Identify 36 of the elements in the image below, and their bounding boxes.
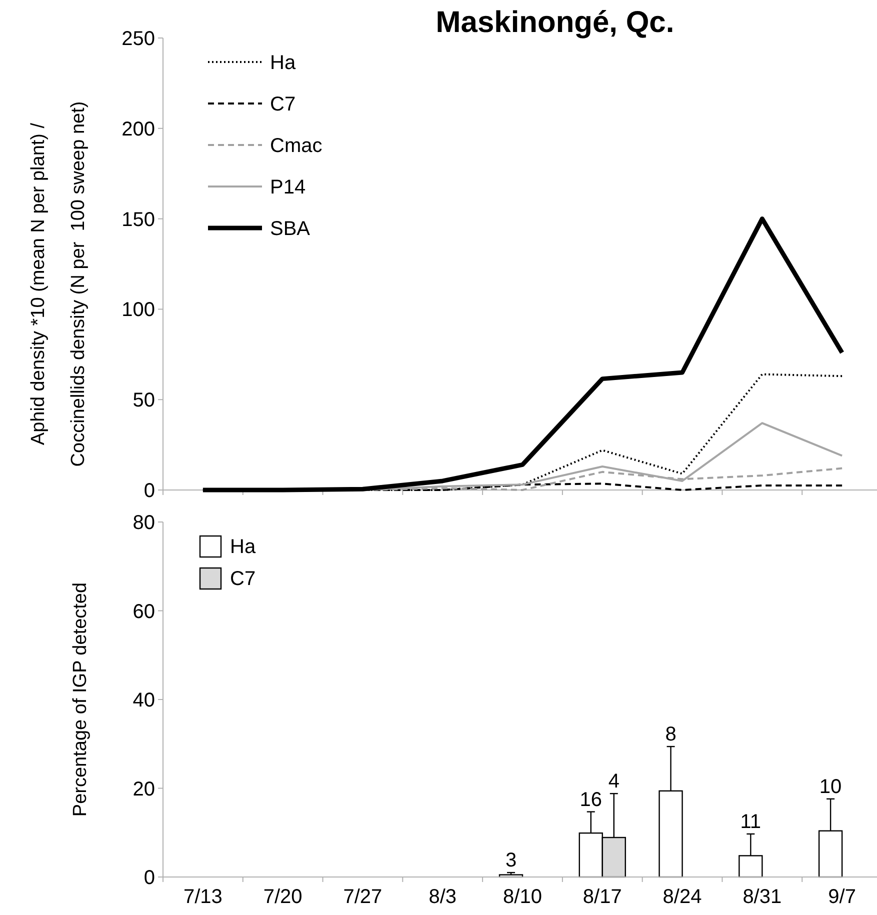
y-tick-label: 200	[122, 118, 155, 140]
x-tick-label: 7/27	[343, 886, 382, 908]
x-tick-label: 8/17	[582, 886, 622, 908]
annotation: 3	[505, 850, 517, 872]
annotation: 4	[608, 770, 620, 793]
chart-title: Maskinongé, Qc.	[436, 6, 674, 39]
legend-label: SBA	[270, 218, 311, 240]
y-axis-title: Percentage of IGP detected	[70, 582, 91, 817]
x-tick-label: 7/20	[263, 886, 302, 908]
legend-label: C7	[230, 568, 256, 590]
y-tick-label: 0	[144, 867, 155, 889]
legend-label: Ha	[270, 52, 296, 74]
x-tick-label: 8/10	[503, 886, 542, 908]
x-tick-label: 8/3	[428, 886, 457, 908]
annotation: 8	[665, 724, 676, 746]
y-tick-label: 100	[122, 299, 155, 322]
y-axis-title: Aphid density *10 (mean N per plant) / Coccinellids density (N per 100 sweep net)	[28, 101, 89, 467]
y-tick-label: 150	[122, 208, 155, 231]
y-tick-label: 0	[144, 480, 155, 502]
y-tick-label: 50	[132, 390, 155, 412]
x-tick-label: 8/31	[742, 886, 782, 908]
annotation: 11	[740, 810, 762, 833]
annotation: 16	[580, 788, 602, 811]
y-tick-label: 80	[132, 512, 155, 534]
y-tick-label: 20	[132, 778, 155, 800]
x-tick-label: 9/7	[828, 886, 856, 908]
legend-label: Cmac	[270, 135, 322, 157]
x-tick-label: 7/13	[183, 886, 222, 908]
legend-label: C7	[270, 94, 296, 116]
annotation: 10	[819, 776, 842, 798]
x-tick-label: 8/24	[662, 886, 702, 908]
y-tick-label: 250	[122, 28, 155, 50]
legend-label: Ha	[230, 536, 256, 558]
y-tick-label: 40	[132, 690, 155, 712]
y-tick-label: 60	[132, 600, 155, 623]
legend-label: P14	[270, 176, 306, 198]
